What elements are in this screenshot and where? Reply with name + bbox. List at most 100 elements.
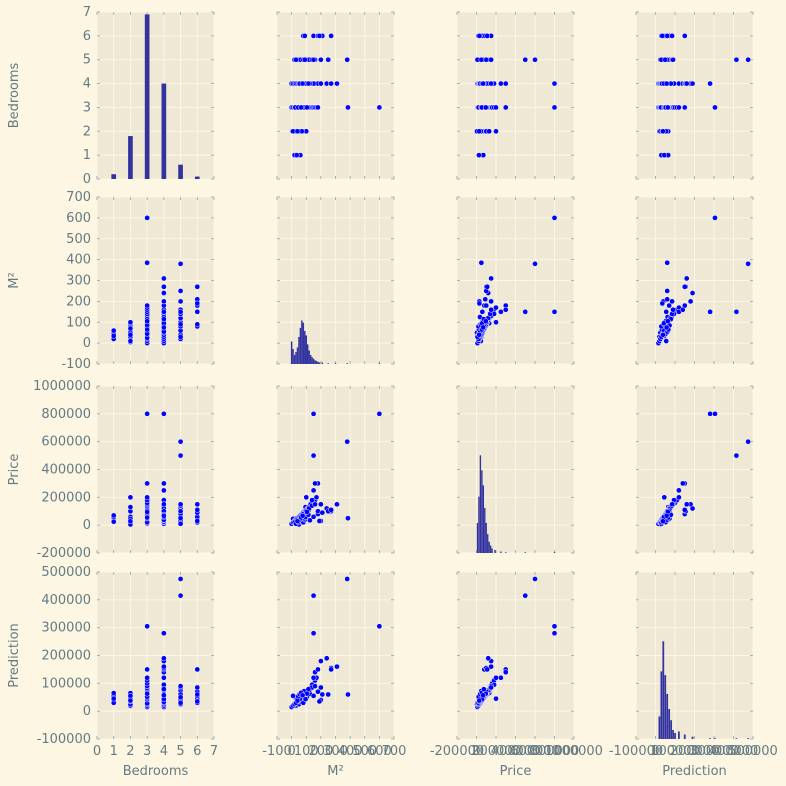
x-axis-label: Bedrooms	[123, 764, 189, 779]
scatter-point	[551, 80, 558, 87]
scatter-point	[325, 56, 332, 63]
x-tick-label: 100	[294, 744, 319, 759]
scatter-point	[110, 327, 117, 334]
scatter-point	[294, 518, 301, 525]
x-tick-label: -200000	[430, 744, 484, 759]
scatter-point	[522, 308, 529, 315]
scatter-point	[127, 494, 134, 501]
histogram-bar	[674, 732, 676, 739]
scatter-point	[478, 56, 485, 63]
y-tick-label: 800000	[41, 407, 91, 422]
y-tick-label: -100000	[37, 732, 91, 747]
scatter-point	[664, 259, 671, 266]
scatter-point	[476, 128, 483, 135]
scatter-point	[315, 104, 321, 111]
y-tick-label: 400000	[41, 463, 91, 478]
scatter-point	[290, 693, 296, 699]
scatter-point	[502, 80, 509, 87]
scatter-point	[161, 308, 167, 315]
histogram-bar	[312, 358, 315, 364]
scatter-point	[334, 80, 340, 87]
histogram-bar	[658, 716, 661, 739]
scatter-point	[301, 33, 308, 39]
panel-0-2	[456, 11, 575, 180]
scatter-point	[488, 80, 494, 87]
scatter-point	[681, 104, 688, 111]
panel-0-1	[276, 11, 395, 180]
histogram-bar	[491, 548, 493, 553]
histogram-bar	[111, 174, 117, 179]
scatter-point	[194, 518, 201, 524]
histogram-bar	[666, 693, 669, 739]
scatter-point	[161, 663, 167, 670]
scatter-point	[161, 686, 167, 693]
scatter-point	[304, 104, 310, 111]
scatter-point	[664, 104, 671, 111]
y-axis-label: Price	[7, 454, 22, 486]
y-tick-label: 200000	[41, 490, 91, 505]
scatter-point	[733, 452, 740, 459]
scatter-point	[294, 697, 301, 704]
x-tick-label: 400000	[709, 744, 759, 759]
histogram-bar	[488, 541, 490, 553]
scatter-point	[493, 695, 499, 702]
scatter-point	[683, 501, 690, 508]
x-tick-label: 300	[323, 744, 348, 759]
x-tick-label: 700	[382, 744, 407, 759]
x-axis-label: Prediction	[662, 764, 727, 779]
x-tick-label: 3	[143, 744, 151, 759]
scatter-point	[312, 480, 318, 487]
scatter-point	[144, 509, 150, 515]
histogram-bar	[311, 357, 313, 364]
scatter-point	[144, 674, 150, 681]
scatter-point	[328, 507, 334, 513]
histogram-bar	[524, 552, 526, 553]
scatter-point	[144, 326, 150, 333]
x-tick-label: -100000	[609, 744, 663, 759]
scatter-point	[683, 80, 690, 87]
scatter-point	[679, 480, 686, 487]
scatter-point	[310, 693, 317, 699]
scatter-point	[177, 515, 184, 522]
histogram-bar	[321, 362, 324, 364]
y-axis-label: M²	[7, 272, 22, 288]
scatter-point	[303, 494, 310, 501]
scatter-point	[310, 674, 317, 681]
scatter-point	[488, 56, 494, 63]
scatter-point	[498, 80, 504, 87]
scatter-point	[194, 507, 201, 513]
scatter-point	[161, 324, 167, 331]
scatter-point	[376, 104, 383, 111]
y-tick-label: 0	[83, 336, 91, 351]
scatter-point	[480, 80, 486, 87]
scatter-point	[194, 321, 201, 328]
scatter-point	[664, 296, 671, 303]
x-tick-label: -100	[262, 744, 292, 759]
histogram-bar	[128, 136, 133, 179]
scatter-point	[745, 260, 751, 267]
histogram-bar	[664, 675, 667, 739]
histogram-bar	[485, 522, 487, 553]
y-tick-label: 1000000	[33, 379, 91, 394]
scatter-point	[302, 696, 309, 703]
y-axis-label: Bedrooms	[7, 62, 22, 128]
scatter-point	[177, 508, 184, 515]
scatter-point	[310, 513, 317, 520]
histogram-bar	[494, 549, 496, 553]
scatter-point	[177, 683, 184, 689]
scatter-point	[663, 512, 670, 519]
scatter-point	[498, 308, 504, 315]
histogram-bar	[489, 545, 492, 553]
scatter-point	[663, 338, 670, 344]
panel-2-1	[276, 385, 395, 554]
scatter-point	[681, 33, 688, 39]
scatter-point	[316, 698, 323, 705]
histogram-bar	[709, 738, 711, 739]
scatter-point	[502, 669, 509, 676]
scatter-point	[304, 509, 310, 515]
panel-1-0	[96, 196, 215, 365]
scatter-point	[482, 296, 489, 303]
y-axis-label: Prediction	[7, 623, 22, 688]
histogram-bar	[296, 347, 299, 364]
histogram-bar	[668, 708, 671, 739]
